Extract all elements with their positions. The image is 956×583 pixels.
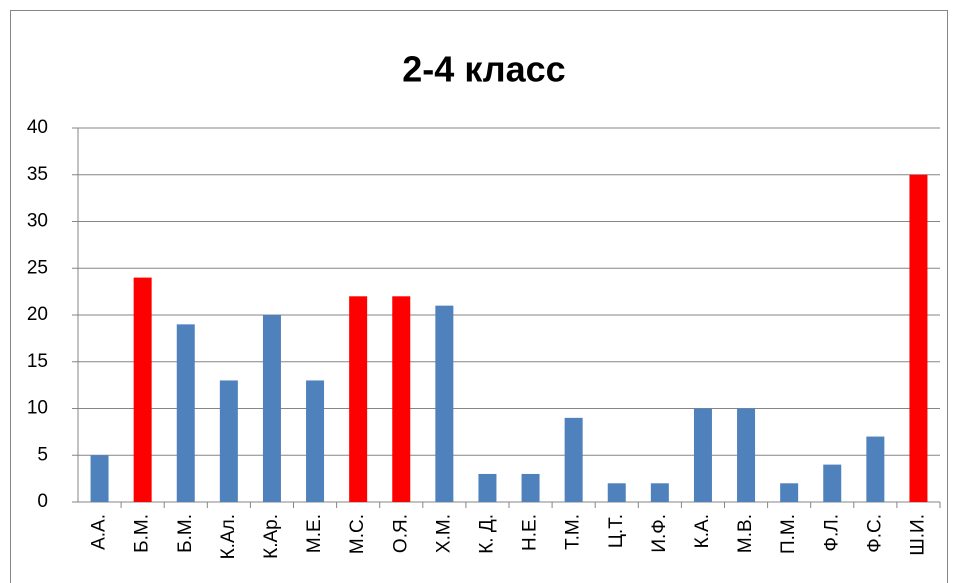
x-tick-label: Ф.С.	[864, 514, 885, 553]
x-tick-label: Ф.Л.	[821, 514, 842, 551]
x-tick-label: Б.М.	[175, 514, 196, 553]
y-tick-label: 20	[27, 304, 48, 325]
bar	[219, 380, 238, 502]
bar	[650, 483, 669, 502]
bar	[176, 324, 195, 502]
x-tick-label: М.Е.	[304, 514, 325, 553]
bar	[435, 305, 454, 502]
bar	[564, 417, 583, 502]
bar	[909, 174, 928, 502]
y-tick-label: 25	[27, 257, 48, 278]
x-tick-label: Ц.Т.	[606, 514, 627, 548]
x-tick-label: Б.М.	[132, 514, 153, 553]
y-tick-label: 40	[27, 117, 48, 138]
x-tick-label: П.М.	[778, 514, 799, 554]
x-tick-label: К.Ал.	[218, 514, 239, 559]
bar	[392, 296, 411, 502]
x-tick-label: К.А.	[692, 514, 713, 548]
x-tick-label: К. Д.	[476, 514, 497, 554]
bar	[521, 473, 540, 502]
chart-title: 2-4 класс	[402, 49, 565, 90]
y-tick-label: 35	[27, 164, 48, 185]
bar	[693, 408, 712, 502]
x-tick-label: Х.М.	[433, 514, 454, 553]
x-tick-label: И.Ф.	[649, 514, 670, 553]
y-tick-label: 30	[27, 211, 48, 232]
bar	[780, 483, 799, 502]
x-tick-label: Т.М.	[563, 514, 584, 550]
x-tick-label: М.В.	[735, 514, 756, 553]
x-tick-label: К.Ар.	[261, 514, 282, 559]
bar	[823, 464, 842, 502]
x-tick-label: Ш.И.	[907, 514, 928, 556]
y-tick-label: 0	[37, 491, 48, 512]
bar	[607, 483, 626, 502]
bar	[262, 315, 281, 502]
bar	[90, 455, 109, 502]
x-tick-label: М.С.	[347, 514, 368, 554]
x-tick-label: Н.Е.	[520, 514, 541, 551]
bar	[866, 436, 885, 502]
bar	[737, 408, 756, 502]
bar	[133, 277, 152, 502]
bar	[478, 473, 497, 502]
y-tick-label: 10	[27, 398, 48, 419]
x-tick-label: О.Я.	[390, 514, 411, 553]
y-tick-label: 5	[37, 444, 48, 465]
y-tick-label: 15	[27, 351, 48, 372]
bar	[306, 380, 325, 502]
bar	[349, 296, 368, 502]
x-tick-label: А.А.	[89, 514, 110, 550]
